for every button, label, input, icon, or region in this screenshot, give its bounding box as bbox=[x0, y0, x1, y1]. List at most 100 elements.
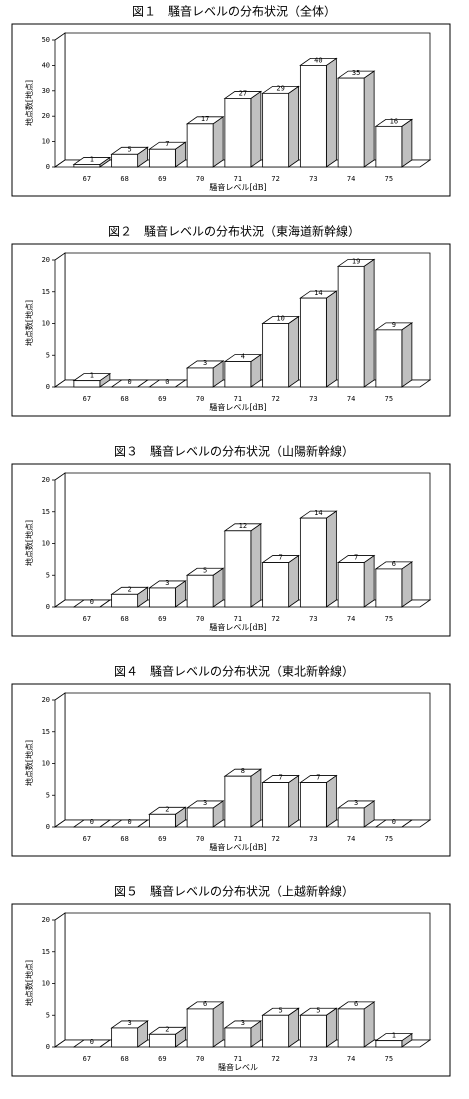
x-tick-label: 72 bbox=[271, 175, 279, 183]
x-tick-label: 69 bbox=[158, 395, 166, 403]
bar bbox=[299, 517, 327, 608]
data-label: 27 bbox=[239, 89, 247, 97]
chart: 図２ 騒音レベルの分布状況（東海道新幹線）05101520地点数[地点]騒音レベ… bbox=[11, 224, 451, 417]
x-tick-label: 70 bbox=[196, 395, 204, 403]
bar-group: 0 bbox=[374, 818, 414, 828]
bar-group: 5 bbox=[110, 145, 149, 168]
bar-side bbox=[250, 768, 262, 828]
bar-side bbox=[250, 90, 262, 168]
bar-top bbox=[110, 379, 149, 388]
y-tick-label: 20 bbox=[42, 112, 50, 120]
x-tick-label: 68 bbox=[120, 175, 128, 183]
data-label: 3 bbox=[203, 359, 207, 367]
chart-title: 図３ 騒音レベルの分布状況（山陽新幹線） bbox=[114, 444, 354, 459]
x-tick-label: 69 bbox=[158, 175, 166, 183]
x-tick-label: 75 bbox=[385, 835, 393, 843]
x-tick-label: 74 bbox=[347, 615, 355, 623]
chart-title: 図１ 騒音レベルの分布状況（全体） bbox=[132, 4, 336, 19]
x-tick-label: 71 bbox=[234, 395, 242, 403]
bar-group: 7 bbox=[261, 774, 300, 828]
y-tick-label: 10 bbox=[42, 980, 50, 988]
bar bbox=[337, 265, 365, 388]
bar-top bbox=[72, 819, 112, 828]
bar-group: 0 bbox=[148, 378, 187, 388]
bar-group: 2 bbox=[148, 805, 187, 828]
bar-group: 3 bbox=[110, 1019, 149, 1048]
data-label: 7 bbox=[316, 774, 320, 782]
data-label: 3 bbox=[128, 1019, 132, 1027]
bar-group: 1 bbox=[72, 155, 112, 168]
bar-group: 1 bbox=[374, 1032, 414, 1048]
bar bbox=[262, 323, 290, 388]
chart: 図１ 騒音レベルの分布状況（全体） 0 10 20 30 40 50 地点数[地点] 騒音レベル… bbox=[11, 4, 451, 197]
bar bbox=[111, 153, 139, 168]
x-tick-label: 72 bbox=[271, 395, 279, 403]
bar bbox=[148, 148, 176, 168]
x-tick-label: 69 bbox=[158, 835, 166, 843]
data-label: 35 bbox=[352, 69, 360, 77]
x-tick-label: 73 bbox=[309, 615, 317, 623]
bar-group: 3 bbox=[185, 799, 225, 828]
y-tick-label: 0 bbox=[46, 163, 50, 171]
y-tick-label: 10 bbox=[42, 760, 50, 768]
bar-group: 7 bbox=[336, 554, 376, 608]
bar-group: 3 bbox=[185, 359, 225, 388]
data-label: 7 bbox=[165, 140, 169, 148]
x-tick-label: 71 bbox=[234, 835, 242, 843]
bar-top bbox=[110, 819, 149, 828]
data-label: 5 bbox=[128, 145, 132, 153]
bar-group: 29 bbox=[261, 84, 300, 168]
bar bbox=[337, 562, 365, 608]
bar-group: 14 bbox=[299, 289, 338, 388]
x-tick-label: 67 bbox=[83, 175, 91, 183]
bar-group: 4 bbox=[223, 353, 263, 388]
x-tick-label: 73 bbox=[309, 1055, 317, 1063]
bar bbox=[299, 782, 327, 828]
data-label: 0 bbox=[128, 378, 132, 386]
x-tick-label: 73 bbox=[309, 175, 317, 183]
y-tick-label: 10 bbox=[42, 138, 50, 146]
bar-side bbox=[212, 116, 224, 168]
data-label: 14 bbox=[314, 509, 322, 517]
x-tick-label: 68 bbox=[120, 1055, 128, 1063]
data-label: 0 bbox=[90, 598, 94, 606]
bar-group: 8 bbox=[223, 767, 263, 828]
x-tick-label: 74 bbox=[347, 395, 355, 403]
bar-group: 14 bbox=[299, 509, 338, 608]
y-tick-label: 20 bbox=[42, 916, 50, 924]
chart-frame bbox=[11, 243, 451, 417]
chart-title: 図５ 騒音レベルの分布状況（上越新幹線） bbox=[114, 884, 354, 899]
data-label: 10 bbox=[276, 315, 284, 323]
y-axis-label: 地点数[地点] bbox=[24, 80, 34, 126]
x-tick-label: 75 bbox=[385, 615, 393, 623]
bar bbox=[262, 782, 290, 828]
y-axis-label: 地点数[地点] bbox=[24, 520, 34, 566]
x-tick-label: 67 bbox=[83, 835, 91, 843]
x-axis-label: 騒音レベル[dB] bbox=[209, 402, 266, 412]
x-tick-label: 73 bbox=[309, 835, 317, 843]
data-label: 9 bbox=[392, 321, 396, 329]
bar-group: 0 bbox=[72, 598, 112, 608]
y-tick-label: 10 bbox=[42, 320, 50, 328]
x-axis-label: 騒音レベル[dB] bbox=[209, 622, 266, 632]
chart-frame bbox=[11, 683, 451, 857]
bar-group: 6 bbox=[336, 1000, 376, 1048]
data-label: 4 bbox=[241, 353, 245, 361]
x-tick-label: 74 bbox=[347, 175, 355, 183]
data-label: 3 bbox=[203, 799, 207, 807]
side-wall bbox=[54, 912, 66, 1048]
data-label: 2 bbox=[165, 805, 169, 813]
data-label: 5 bbox=[279, 1006, 283, 1014]
data-label: 6 bbox=[354, 1000, 358, 1008]
x-tick-label: 69 bbox=[158, 615, 166, 623]
y-axis-label: 地点数[地点] bbox=[24, 300, 34, 346]
data-label: 1 bbox=[392, 1032, 396, 1040]
bar-group: 1 bbox=[72, 372, 112, 388]
bar bbox=[186, 123, 214, 168]
bar bbox=[337, 1008, 365, 1048]
chart-frame bbox=[11, 23, 451, 197]
y-tick-label: 30 bbox=[42, 87, 50, 95]
y-tick-label: 20 bbox=[42, 476, 50, 484]
y-axis-label: 地点数[地点] bbox=[24, 740, 34, 786]
bar bbox=[73, 164, 101, 168]
